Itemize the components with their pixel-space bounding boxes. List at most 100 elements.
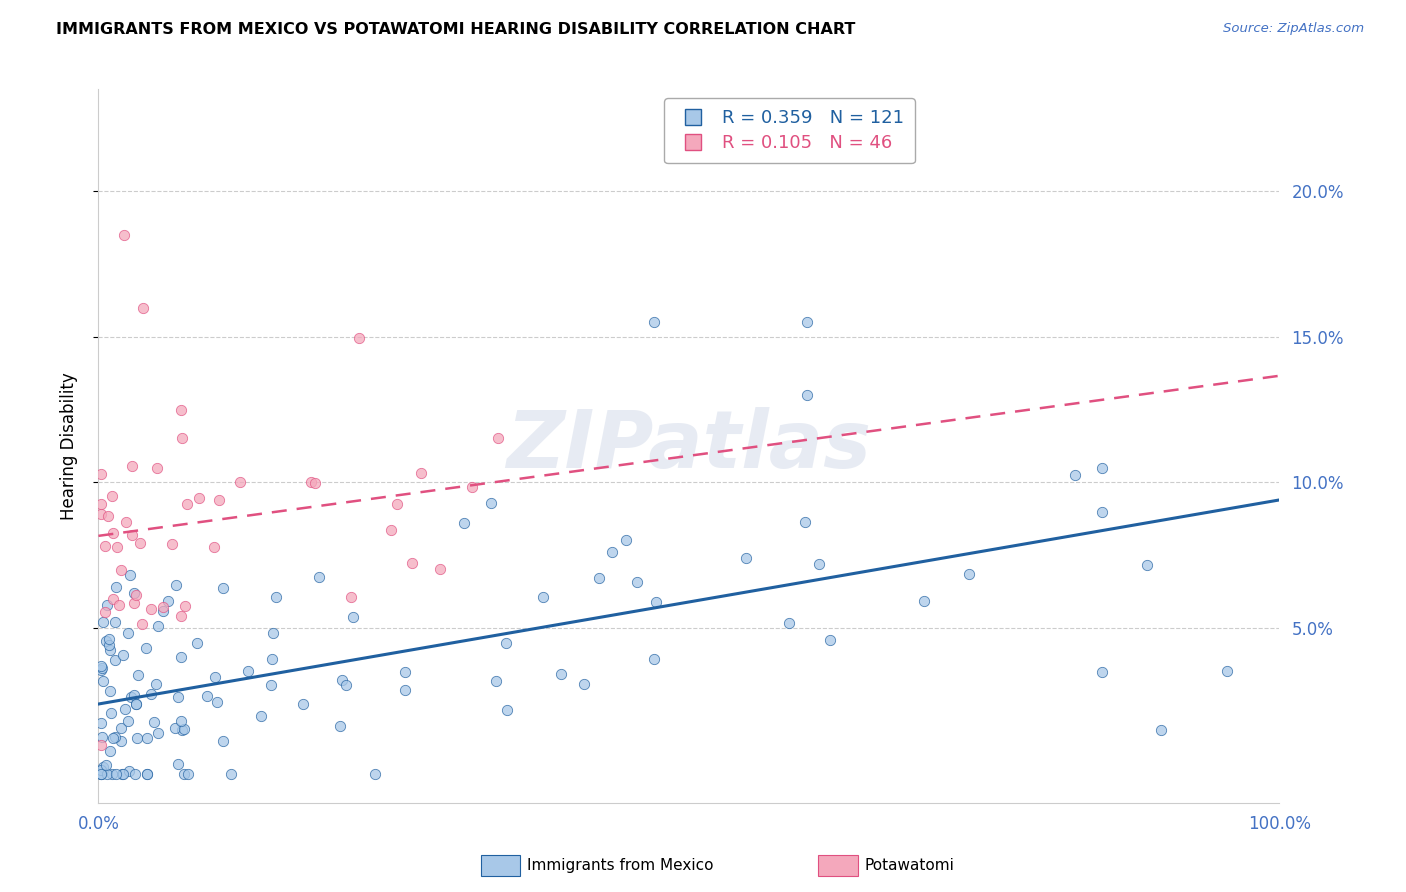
Point <box>90 738 112 752</box>
Text: ZIPatlas: ZIPatlas <box>506 407 872 485</box>
Point <box>125 697 148 711</box>
Point <box>219 766 242 780</box>
Point <box>101 731 124 745</box>
Point <box>401 556 423 570</box>
Point <box>174 599 197 613</box>
Point <box>364 766 387 780</box>
Point <box>122 596 145 610</box>
Point <box>108 599 131 613</box>
Point <box>912 594 935 608</box>
Point <box>121 459 143 474</box>
Point <box>135 731 157 746</box>
Point <box>117 626 139 640</box>
Point <box>778 615 800 630</box>
Point <box>299 475 322 490</box>
Point <box>110 721 132 735</box>
Point <box>91 760 114 774</box>
Point <box>167 690 190 704</box>
Point <box>793 515 815 529</box>
Point <box>94 605 117 619</box>
Point <box>1136 558 1159 572</box>
Point <box>170 650 193 665</box>
Point <box>485 673 508 688</box>
Point <box>186 636 208 650</box>
Point <box>122 586 145 600</box>
Point <box>572 676 595 690</box>
Point <box>387 498 409 512</box>
Point <box>125 731 148 746</box>
Point <box>409 466 432 480</box>
Point <box>146 619 169 633</box>
Point <box>292 698 315 712</box>
Point <box>204 669 226 683</box>
Point <box>91 661 114 675</box>
Point <box>127 668 149 682</box>
Point <box>176 497 198 511</box>
Point <box>957 567 980 582</box>
Point <box>461 480 484 494</box>
Point <box>156 594 179 608</box>
Point <box>135 641 157 656</box>
Point <box>111 766 134 780</box>
Point <box>260 678 283 692</box>
Point <box>495 703 517 717</box>
Point <box>152 600 174 615</box>
Point <box>600 544 623 558</box>
Point <box>380 523 402 537</box>
Point <box>90 508 112 522</box>
Point <box>91 615 114 630</box>
Point <box>152 604 174 618</box>
Point <box>202 540 225 554</box>
Point <box>110 563 132 577</box>
Point <box>818 632 841 647</box>
Point <box>626 574 648 589</box>
Point <box>125 697 148 711</box>
Point <box>122 688 145 702</box>
Point <box>139 602 162 616</box>
Text: Potawatomi: Potawatomi <box>865 858 955 872</box>
Point <box>104 652 127 666</box>
Point <box>114 515 136 529</box>
Point <box>495 636 517 650</box>
Point <box>550 667 572 681</box>
Point <box>96 598 118 612</box>
Point <box>90 766 112 780</box>
Point <box>212 581 235 595</box>
Point <box>734 550 756 565</box>
Point <box>260 652 283 666</box>
Point <box>486 431 509 445</box>
Point <box>97 509 120 524</box>
Point <box>1150 723 1173 737</box>
Point <box>105 766 128 780</box>
Point <box>170 402 193 417</box>
Point <box>90 763 112 777</box>
Point <box>96 766 118 780</box>
Point <box>170 723 193 738</box>
Point <box>531 590 554 604</box>
Point <box>91 730 114 744</box>
Point <box>90 497 112 511</box>
Point <box>645 595 668 609</box>
Point <box>394 665 416 679</box>
Point <box>170 714 193 728</box>
Point <box>208 492 231 507</box>
Point <box>342 610 364 624</box>
Point <box>1091 504 1114 518</box>
Text: IMMIGRANTS FROM MEXICO VS POTAWATOMI HEARING DISABILITY CORRELATION CHART: IMMIGRANTS FROM MEXICO VS POTAWATOMI HEA… <box>56 22 856 37</box>
Point <box>100 706 122 721</box>
Point <box>112 766 135 780</box>
Point <box>101 591 124 606</box>
Point <box>112 648 135 662</box>
Point <box>101 489 124 503</box>
Point <box>173 766 195 780</box>
Point <box>90 766 112 780</box>
Point <box>120 690 142 704</box>
Point <box>90 658 112 673</box>
Point <box>90 467 112 481</box>
Point <box>117 714 139 728</box>
Point <box>98 744 121 758</box>
Point <box>101 766 124 780</box>
Point <box>479 495 502 509</box>
Point <box>136 766 159 780</box>
Point <box>1091 665 1114 679</box>
